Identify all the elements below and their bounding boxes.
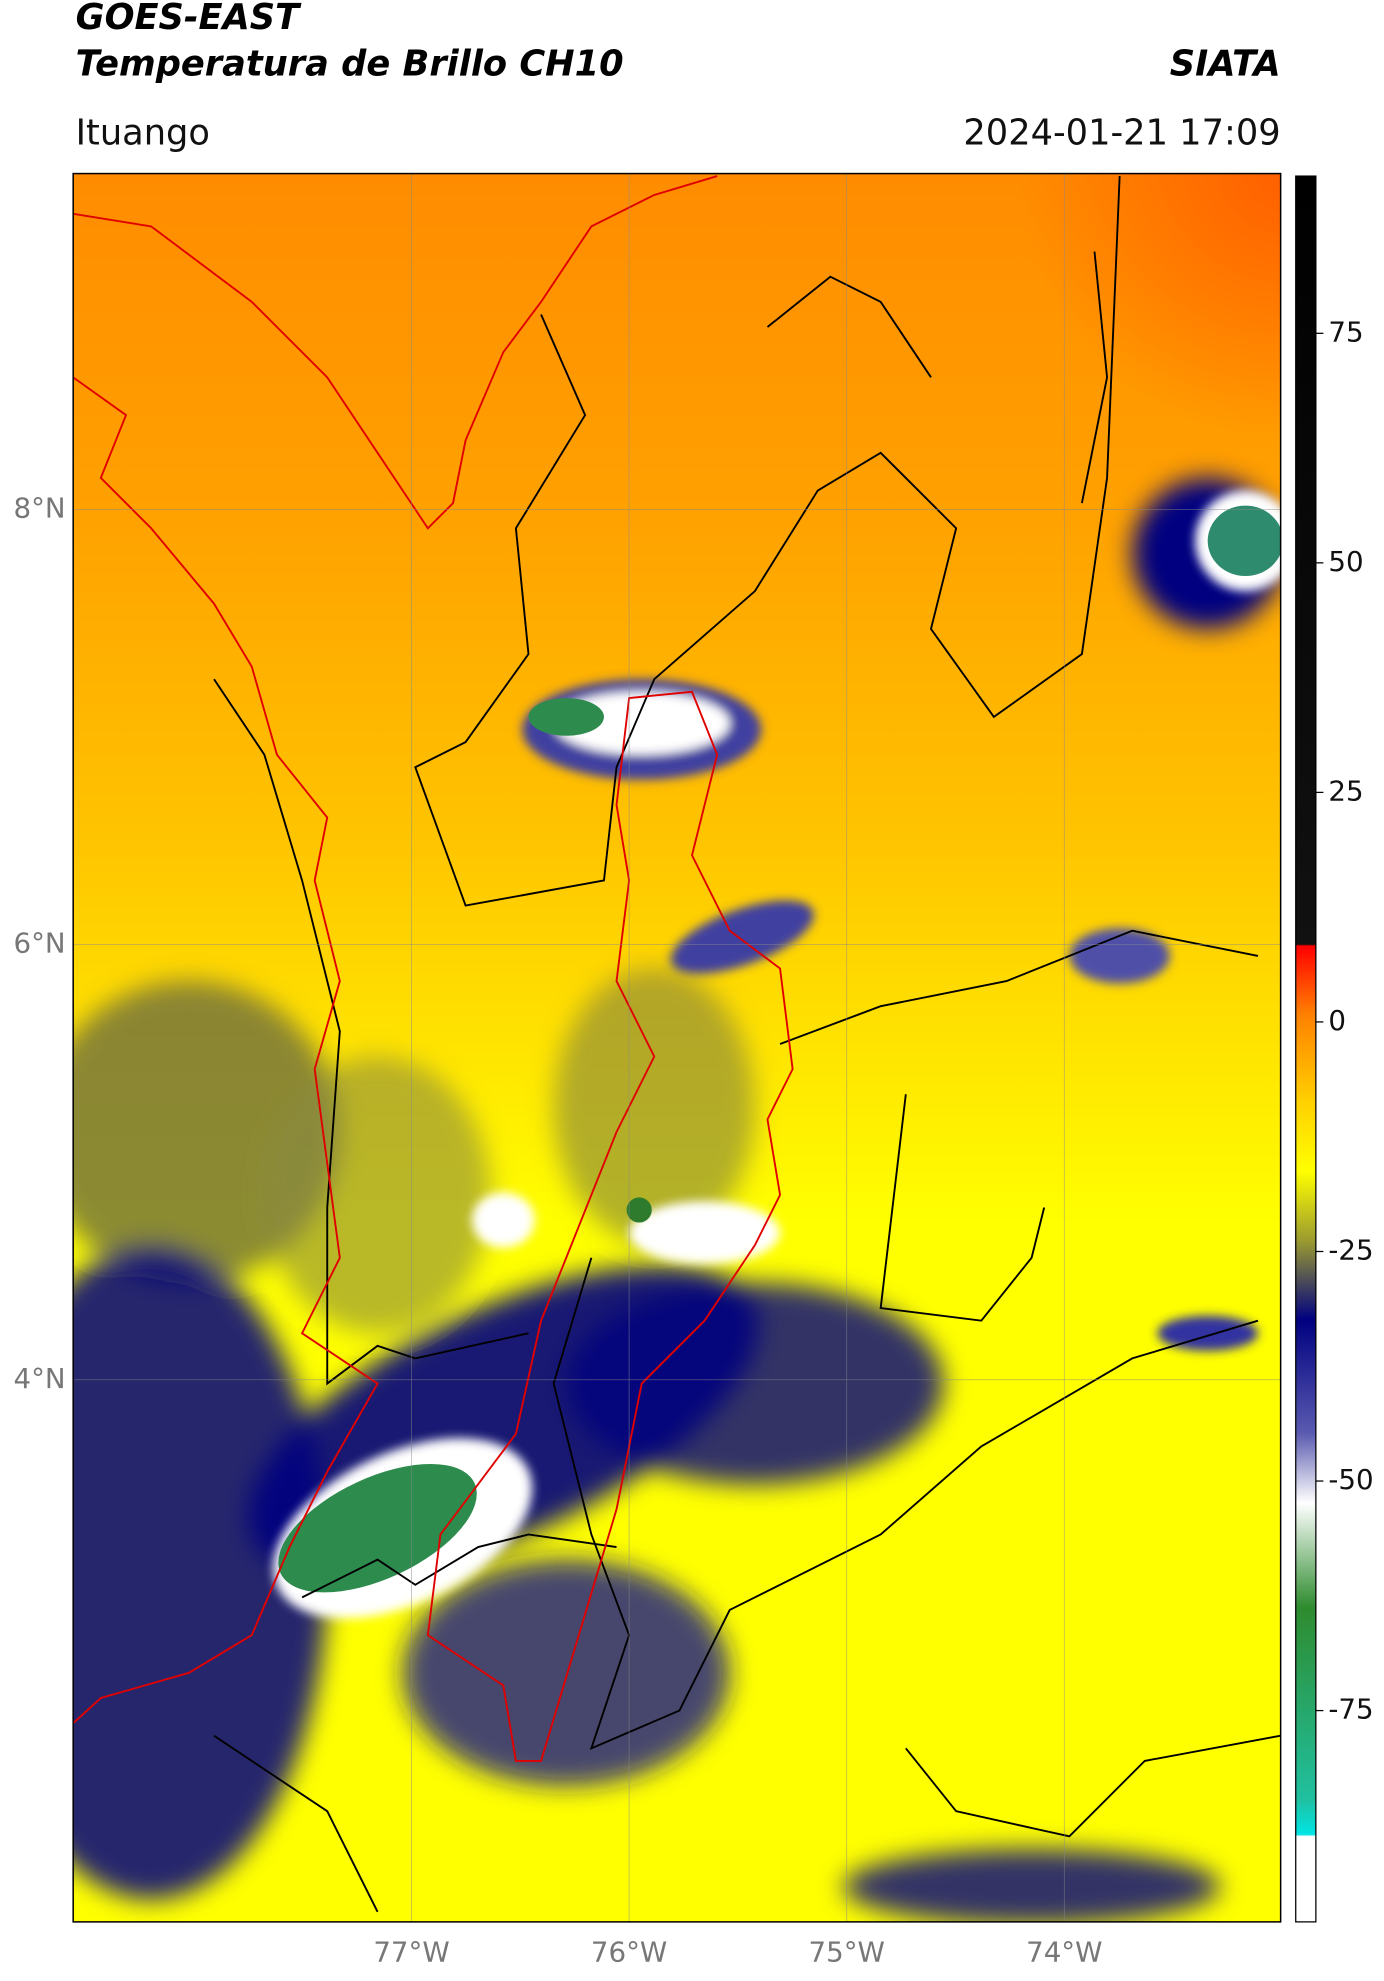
colorbar-tick-label: -25 xyxy=(1328,1233,1373,1266)
colorbar-tick-label: 50 xyxy=(1328,545,1363,578)
lon-label: 76°W xyxy=(591,1935,667,1968)
lat-label: 4°N xyxy=(14,1362,66,1395)
colorbar-tick-label: -75 xyxy=(1328,1693,1373,1726)
colorbar-tick-label: 75 xyxy=(1328,315,1363,348)
lat-label: 6°N xyxy=(14,927,66,960)
graticule: 8°N 6°N 4°N 77°W 76°W 75°W 74°W xyxy=(14,173,1281,1968)
source: SIATA xyxy=(1170,43,1281,84)
lon-label: 75°W xyxy=(809,1935,885,1968)
colorbar xyxy=(1295,175,1317,1923)
lon-label: 74°W xyxy=(1026,1935,1102,1968)
colorbar-ticks: 75 50 25 0 -25 -50 -75 xyxy=(1315,315,1374,1726)
map-frame xyxy=(72,172,1282,1923)
title: GOES-EAST xyxy=(76,0,302,38)
lon-label: 77°W xyxy=(373,1935,449,1968)
location: Ituango xyxy=(76,113,210,154)
subtitle: Temperatura de Brillo CH10 xyxy=(76,43,624,84)
colorbar-tick-label: 0 xyxy=(1328,1004,1346,1037)
lat-label: 8°N xyxy=(14,491,66,524)
timestamp: 2024-01-21 17:09 xyxy=(963,113,1280,154)
map-image xyxy=(73,173,1281,1922)
colorbar-tick-label: 25 xyxy=(1328,774,1363,807)
colorbar-tick-label: -50 xyxy=(1328,1463,1373,1496)
